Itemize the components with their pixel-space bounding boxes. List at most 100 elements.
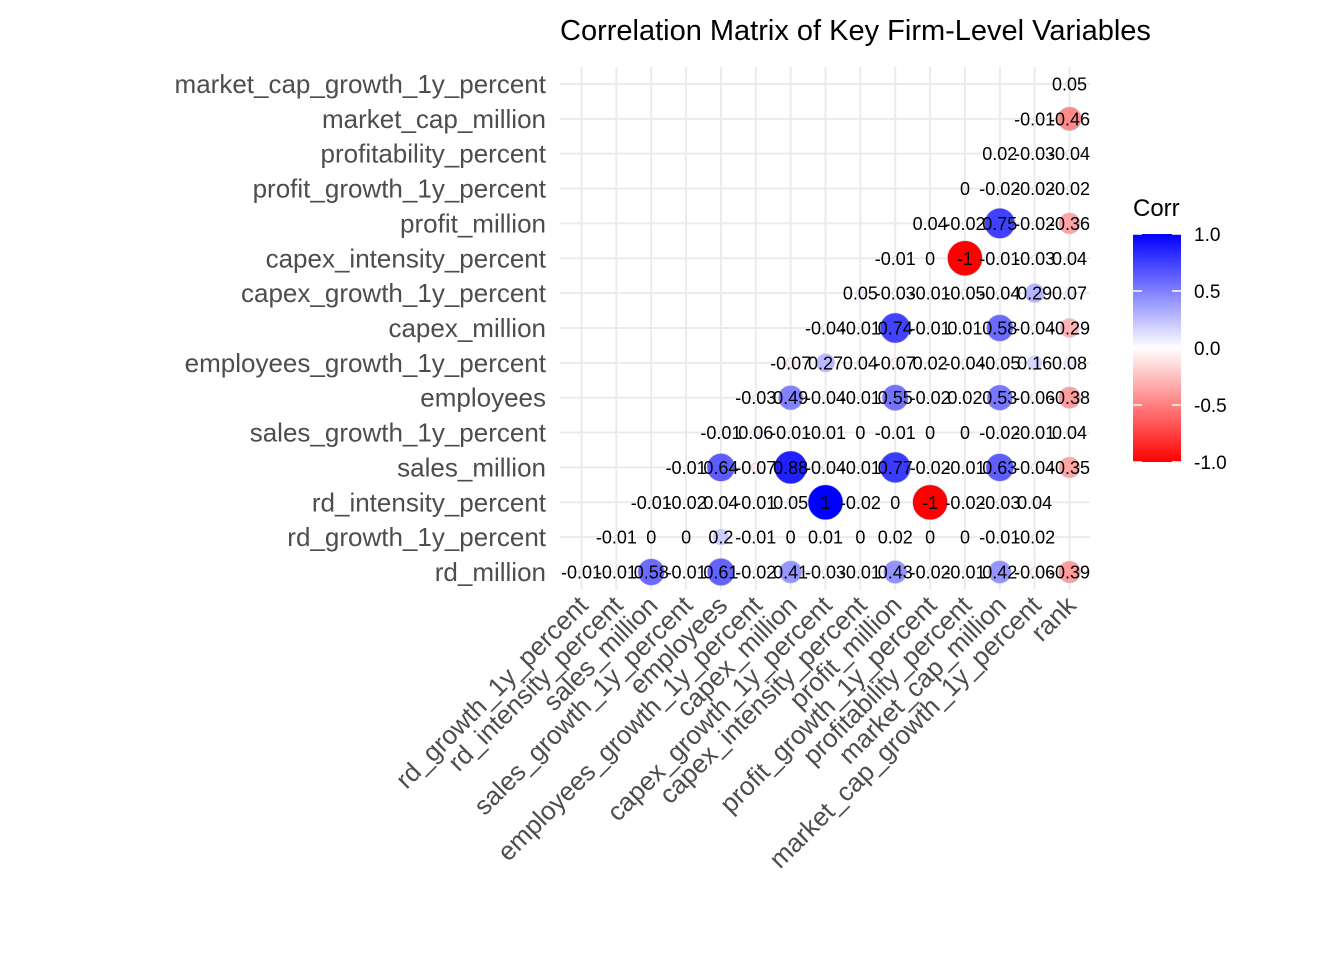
corr-circle	[1032, 430, 1037, 435]
corr-value-label: 0.75	[982, 214, 1017, 234]
corr-circle	[997, 256, 1002, 261]
corr-circle	[962, 220, 968, 227]
corr-circle	[856, 288, 865, 298]
corr-value-label: -0.01	[1014, 109, 1055, 129]
corr-value-label: 0	[960, 423, 970, 443]
corr-circle	[753, 500, 758, 505]
corr-circle	[706, 558, 735, 586]
corr-circle	[649, 535, 654, 539]
corr-circle	[637, 558, 665, 586]
corr-value-label: -0.36	[1049, 214, 1090, 234]
corr-value-label: -0.02	[910, 563, 951, 583]
corr-value-label: -0.01	[735, 493, 776, 513]
corr-value-label: -0.07	[875, 353, 916, 373]
y-tick-label: capex_growth_1y_percent	[241, 278, 547, 308]
corr-value-label: 0.08	[1052, 353, 1087, 373]
corr-circle	[893, 500, 898, 505]
corr-circle	[822, 568, 829, 576]
corr-value-label: 0	[890, 493, 900, 513]
corr-value-label: -0.01	[631, 493, 672, 513]
corr-circle	[684, 535, 688, 539]
corr-circle	[879, 451, 911, 484]
y-tick-label: profit_million	[400, 208, 546, 238]
corr-value-label: -0.02	[910, 458, 951, 478]
corr-circle	[752, 394, 760, 402]
corr-value-label: -0.01	[1014, 423, 1055, 443]
corr-value-label: -0.01	[596, 563, 637, 583]
corr-circle	[856, 359, 865, 367]
corr-circle	[1058, 456, 1081, 479]
corr-value-label: 0.04	[843, 353, 878, 373]
corr-circle	[984, 207, 1016, 239]
corr-value-label: 0.27	[808, 353, 843, 373]
corr-circle	[1058, 560, 1081, 584]
corr-value-label: -0.01	[840, 388, 881, 408]
corr-value-label: 0.61	[703, 563, 738, 583]
corr-value-label: 0.64	[703, 458, 738, 478]
corr-value-label: -0.02	[1014, 179, 1055, 199]
corr-value-label: 0.42	[982, 563, 1017, 583]
corr-circle	[893, 256, 898, 261]
corr-value-label: -0.01	[770, 423, 811, 443]
corr-value-label: 0.04	[1017, 493, 1052, 513]
corr-circle	[890, 357, 901, 368]
corr-circle	[751, 427, 761, 438]
corr-value-label: 0.06	[738, 423, 773, 443]
corr-circle	[779, 560, 803, 584]
corr-value-label: -0.04	[805, 318, 846, 338]
corr-circle	[1031, 185, 1038, 192]
corr-circle	[986, 314, 1014, 342]
corr-value-label: -0.03	[1014, 249, 1055, 269]
y-tick-label: sales_million	[397, 452, 546, 482]
corr-value-label: 0.55	[878, 388, 913, 408]
corr-circle	[683, 499, 689, 506]
corr-circle	[1065, 428, 1074, 437]
corr-value-label: 1	[821, 493, 831, 513]
corr-circle	[997, 535, 1002, 540]
corr-value-label: 0	[681, 528, 691, 548]
corr-circle	[788, 535, 793, 539]
corr-circle	[962, 394, 968, 401]
corr-circle	[614, 569, 619, 575]
corr-circle	[753, 569, 759, 575]
corr-value-label: 0.05	[773, 493, 808, 513]
corr-value-label: -0.46	[1049, 109, 1090, 129]
corr-circle	[786, 498, 795, 507]
corr-circle	[997, 185, 1003, 192]
corr-value-label: -1	[957, 249, 973, 269]
corr-circle	[961, 359, 969, 367]
corr-value-label: -0.01	[805, 423, 846, 443]
legend-tick-label: 0.5	[1194, 282, 1220, 303]
corr-circle	[788, 430, 793, 435]
corr-circle	[858, 465, 863, 470]
corr-circle	[912, 484, 948, 521]
corr-circle	[821, 463, 830, 472]
corr-circle	[1058, 212, 1081, 235]
corr-circle	[879, 312, 911, 344]
corr-value-label: 0.74	[878, 318, 913, 338]
corr-value-label: -0.01	[875, 423, 916, 443]
corr-value-label: 0	[925, 249, 935, 269]
corr-value-label: -0.01	[596, 528, 637, 548]
corr-value-label: 0.58	[982, 318, 1017, 338]
corr-circle	[927, 464, 933, 471]
corr-circle	[614, 535, 619, 540]
corr-value-label: 0.41	[773, 563, 808, 583]
corr-value-label: -0.01	[735, 528, 776, 548]
corr-value-label: -0.02	[910, 388, 951, 408]
corr-value-label: -0.01	[875, 249, 916, 269]
y-tick-label: rd_growth_1y_percent	[287, 522, 546, 552]
corr-circle	[1057, 106, 1082, 131]
corr-value-label: -0.04	[979, 284, 1020, 304]
corr-circle	[684, 569, 689, 575]
legend-title: Corr	[1133, 195, 1180, 222]
corr-value-label: -0.04	[1014, 318, 1055, 338]
corr-circle	[753, 535, 758, 540]
corr-circle	[1030, 567, 1040, 577]
x-tick-labels: rd_growth_1y_percentrd_intensity_percent…	[390, 589, 1083, 874]
corr-value-label: -0.02	[666, 493, 707, 513]
corr-value-label: -0.07	[735, 458, 776, 478]
corr-value-label: 0.05	[1052, 74, 1087, 94]
legend-tick-label: -1.0	[1194, 453, 1227, 474]
